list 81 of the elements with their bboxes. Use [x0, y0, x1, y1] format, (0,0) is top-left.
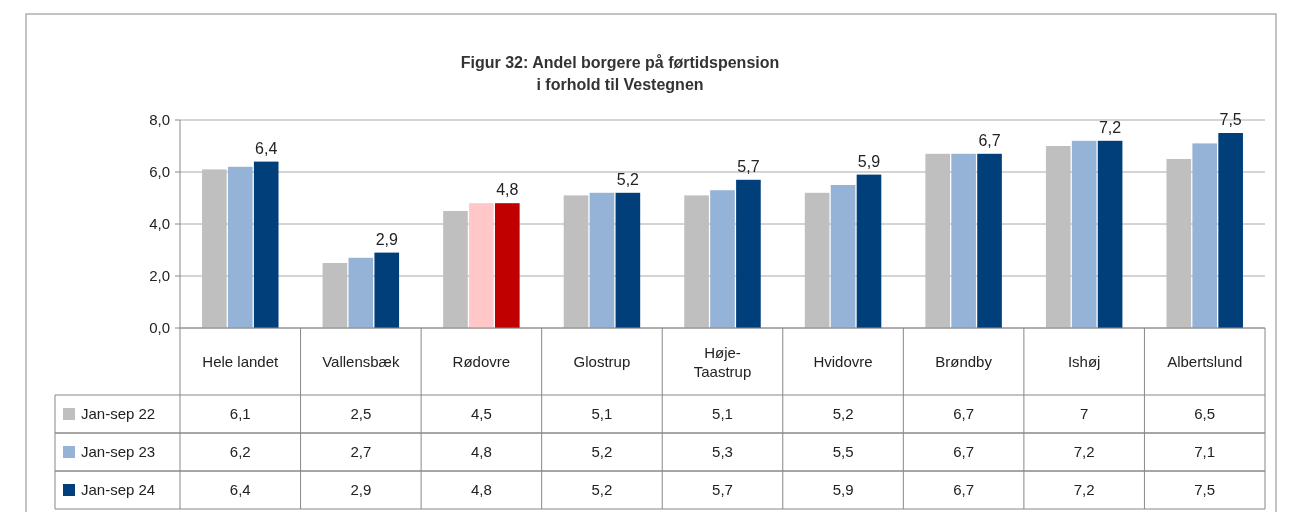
chart-title: Figur 32: Andel borgere på førtidspension i forhold til Vestegnen	[460, 54, 780, 93]
data-label: 7,2	[1073, 481, 1095, 499]
y-tick-label: 0,0	[149, 319, 170, 337]
bar	[374, 252, 400, 328]
bar	[589, 192, 615, 328]
bar	[710, 190, 735, 328]
data-label: 6,1	[229, 405, 251, 423]
text: 6,7	[978, 131, 1001, 149]
bar	[804, 192, 830, 328]
legend-label: Jan-sep 23	[81, 443, 156, 461]
bar	[856, 174, 882, 328]
legend-label: Jan-sep 24	[81, 481, 156, 499]
x-tick-label: Brøndby	[935, 352, 993, 370]
bar	[563, 195, 589, 328]
data-label: 7,2	[1073, 443, 1095, 461]
text: 2,9	[375, 230, 398, 248]
data-label: 6,5	[1194, 405, 1216, 423]
data-label: 6,7	[953, 481, 975, 499]
legend-label: Jan-sep 22	[81, 405, 156, 423]
y-tick-label: 8,0	[149, 111, 170, 129]
bar	[1218, 133, 1243, 328]
bar	[684, 195, 709, 328]
text: 7,5	[1219, 111, 1242, 128]
bar	[227, 166, 253, 328]
x-tick-label: Vallensbæk	[322, 352, 400, 370]
x-tick-label: Hele landet	[202, 352, 280, 370]
y-tick-label: 2,0	[149, 267, 170, 285]
text: 5,7	[737, 157, 760, 175]
bar	[1166, 159, 1192, 328]
bar	[925, 153, 950, 328]
data-label: 6,2	[229, 443, 251, 461]
data-label: 4,8	[470, 443, 492, 461]
x-tick-label: Ishøj	[1067, 352, 1101, 370]
text: 5,9	[857, 152, 881, 170]
bar	[977, 153, 1002, 328]
data-label: 4,8	[470, 481, 492, 499]
y-tick-label: 4,0	[149, 215, 170, 233]
text: 6,4	[255, 139, 278, 157]
bar	[495, 203, 520, 328]
data-label: 2,5	[350, 405, 372, 423]
data-label: 7,1	[1194, 443, 1216, 461]
data-label: 4,5	[470, 405, 492, 423]
data-label: 5,9	[832, 481, 854, 499]
data-label: 6,7	[953, 405, 975, 423]
bar	[322, 263, 348, 328]
bar	[1097, 140, 1123, 328]
data-label: 5,3	[712, 443, 733, 461]
x-tick-label: Glostrup	[573, 352, 631, 370]
bar	[736, 179, 761, 328]
data-label: 2,9	[350, 481, 372, 499]
y-tick-label: 6,0	[149, 163, 170, 181]
data-label: 5,1	[712, 405, 733, 423]
bar	[253, 161, 279, 328]
data-label: 5,2	[591, 481, 613, 499]
text: 4,8	[496, 181, 519, 199]
x-tick-label: Hvidovre	[813, 352, 873, 370]
data-label: 6,4	[229, 481, 251, 499]
data-label: 5,2	[591, 443, 613, 461]
text: 5,2	[616, 170, 639, 188]
data-label: 6,7	[953, 443, 975, 461]
bar	[202, 169, 227, 328]
x-tick-label: Høje- Taastrup	[693, 343, 752, 380]
bar	[951, 153, 976, 328]
bar	[615, 192, 641, 328]
x-tick-label: Rødovre	[452, 352, 511, 370]
data-label: 5,5	[832, 443, 854, 461]
bar	[1045, 146, 1071, 328]
bar	[443, 211, 468, 328]
data-label: 5,1	[591, 405, 613, 423]
bar	[830, 185, 856, 328]
bar	[1192, 143, 1218, 328]
data-label: 2,7	[350, 443, 372, 461]
bar	[348, 257, 374, 328]
bar	[469, 203, 494, 328]
data-label: 7,5	[1194, 481, 1216, 499]
data-label: 5,2	[832, 405, 854, 423]
data-label: 7	[1079, 405, 1089, 423]
bar	[1071, 140, 1097, 328]
x-tick-label: Albertslund	[1167, 352, 1243, 370]
text: 7,2	[1098, 118, 1122, 136]
data-label: 5,7	[712, 481, 733, 499]
